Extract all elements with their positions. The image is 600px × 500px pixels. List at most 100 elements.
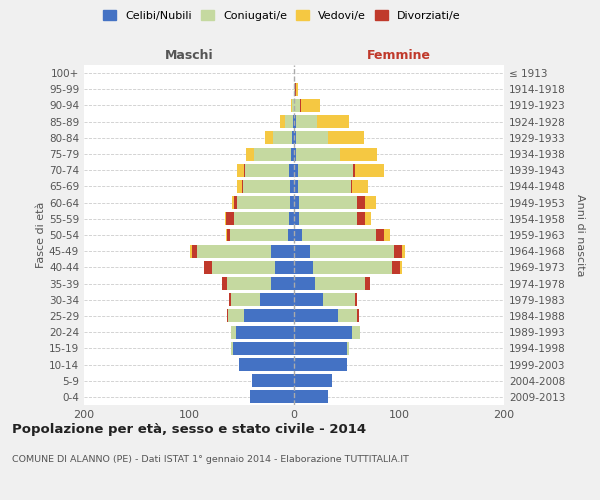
Bar xyxy=(392,261,400,274)
Bar xyxy=(293,115,294,128)
Bar xyxy=(296,115,317,128)
Text: Popolazione per età, sesso e stato civile - 2014: Popolazione per età, sesso e stato civil… xyxy=(12,422,366,436)
Bar xyxy=(271,244,294,258)
Bar xyxy=(328,132,364,144)
Bar xyxy=(250,390,294,404)
Bar xyxy=(294,148,296,160)
Bar xyxy=(299,212,357,226)
Bar xyxy=(204,261,212,274)
Y-axis label: Fasce di età: Fasce di età xyxy=(36,202,46,268)
Bar xyxy=(229,294,231,306)
Text: COMUNE DI ALANNO (PE) - Dati ISTAT 1° gennaio 2014 - Elaborazione TUTTITALIA.IT: COMUNE DI ALANNO (PE) - Dati ISTAT 1° ge… xyxy=(12,455,409,464)
Bar xyxy=(294,277,315,290)
Bar xyxy=(212,261,275,274)
Bar xyxy=(192,244,197,258)
Bar xyxy=(294,390,328,404)
Bar xyxy=(236,326,294,338)
Bar xyxy=(265,132,273,144)
Bar xyxy=(296,83,298,96)
Bar xyxy=(230,228,288,241)
Bar xyxy=(254,148,291,160)
Bar xyxy=(365,212,371,226)
Bar xyxy=(244,164,245,176)
Bar xyxy=(294,326,352,338)
Bar xyxy=(231,342,233,355)
Bar xyxy=(294,212,299,226)
Bar xyxy=(227,277,271,290)
Bar xyxy=(233,342,294,355)
Bar xyxy=(289,164,294,176)
Bar xyxy=(231,326,236,338)
Bar xyxy=(242,180,290,193)
Bar xyxy=(310,244,394,258)
Bar xyxy=(227,228,230,241)
Bar xyxy=(275,261,294,274)
Bar xyxy=(294,244,310,258)
Bar xyxy=(294,83,295,96)
Bar xyxy=(317,115,349,128)
Bar xyxy=(357,212,365,226)
Legend: Celibi/Nubili, Coniugati/e, Vedovi/e, Divorziati/e: Celibi/Nubili, Coniugati/e, Vedovi/e, Di… xyxy=(99,6,465,25)
Bar xyxy=(228,310,244,322)
Bar xyxy=(302,228,376,241)
Bar xyxy=(353,164,355,176)
Bar xyxy=(298,180,350,193)
Bar xyxy=(238,164,244,176)
Bar xyxy=(400,261,402,274)
Bar xyxy=(289,212,294,226)
Bar xyxy=(365,196,376,209)
Bar xyxy=(244,310,294,322)
Bar xyxy=(296,132,328,144)
Bar xyxy=(238,196,290,209)
Bar xyxy=(197,244,271,258)
Bar xyxy=(355,164,384,176)
Bar xyxy=(294,196,299,209)
Bar xyxy=(239,358,294,371)
Bar xyxy=(294,261,313,274)
Bar xyxy=(298,164,353,176)
Bar xyxy=(288,228,294,241)
Bar xyxy=(357,196,365,209)
Bar xyxy=(315,277,365,290)
Bar xyxy=(365,277,370,290)
Bar xyxy=(224,212,226,226)
Bar xyxy=(294,310,338,322)
Bar xyxy=(271,277,294,290)
Bar xyxy=(338,310,357,322)
Bar xyxy=(227,310,228,322)
Bar xyxy=(294,294,323,306)
Bar xyxy=(241,180,242,193)
Bar xyxy=(352,326,360,338)
Bar xyxy=(376,228,384,241)
Bar xyxy=(301,99,320,112)
Text: Maschi: Maschi xyxy=(164,49,214,62)
Bar xyxy=(292,99,294,112)
Bar xyxy=(294,228,302,241)
Bar xyxy=(221,277,227,290)
Bar xyxy=(402,244,406,258)
Bar xyxy=(294,180,298,193)
Bar xyxy=(231,294,260,306)
Bar xyxy=(347,342,349,355)
Bar xyxy=(296,148,340,160)
Bar xyxy=(355,294,357,306)
Bar xyxy=(294,115,296,128)
Bar xyxy=(291,148,294,160)
Bar xyxy=(290,196,294,209)
Bar xyxy=(294,374,332,387)
Bar xyxy=(313,261,392,274)
Bar xyxy=(238,180,241,193)
Y-axis label: Anni di nascita: Anni di nascita xyxy=(575,194,585,276)
Bar xyxy=(292,132,294,144)
Bar xyxy=(190,244,192,258)
Bar xyxy=(294,358,347,371)
Bar xyxy=(234,196,238,209)
Bar xyxy=(385,228,389,241)
Bar xyxy=(394,244,402,258)
Bar xyxy=(352,180,367,193)
Bar xyxy=(294,164,298,176)
Bar xyxy=(299,196,357,209)
Text: Femmine: Femmine xyxy=(367,49,431,62)
Bar xyxy=(226,212,234,226)
Bar xyxy=(290,180,294,193)
